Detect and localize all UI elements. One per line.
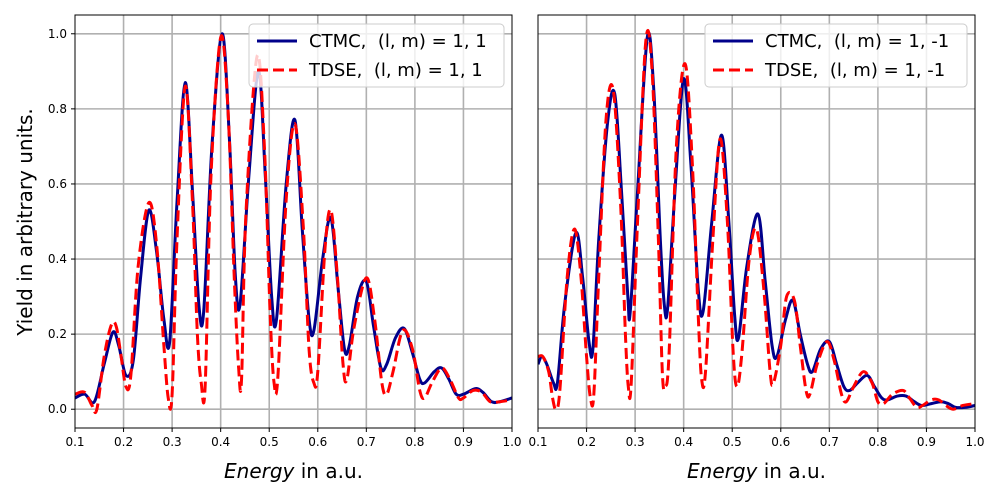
x-tick-label: 0.8 [868, 435, 887, 449]
right-panel: 0.1 0.2 0.3 0.4 0.5 0.6 0.7 0.8 0.9 1.0 Energy in… [528, 14, 985, 483]
right-x-axis-label: Energy in a.u. [687, 459, 826, 483]
x-tick-label: 0.7 [820, 435, 839, 449]
x-tick-label: 0.6 [308, 435, 327, 449]
x-tick-label: 0.4 [211, 435, 230, 449]
left-x-axis-label: Energy in a.u. [224, 459, 363, 483]
y-tick-label: 1.0 [48, 27, 67, 41]
x-tick-label: 0.2 [577, 435, 596, 449]
left-legend-box [248, 23, 505, 88]
legend-entry-ctmc: CTMC, (l, m) = 1, -1 [765, 31, 949, 52]
y-tick-label: 0.4 [48, 252, 67, 266]
left-legend: CTMC, (l, m) = 1, 1 TDSE, (l, m) = 1, 1 [248, 23, 505, 88]
x-tick-label: 0.9 [454, 435, 473, 449]
y-tick-label: 0.6 [48, 177, 67, 191]
y-tick-label: 0.0 [48, 402, 67, 416]
x-tick-label: 0.9 [917, 435, 936, 449]
x-tick-label: 0.2 [114, 435, 133, 449]
x-tick-label: 0.3 [163, 435, 182, 449]
x-tick-label: 0.3 [626, 435, 645, 449]
right-ticks: 0.1 0.2 0.3 0.4 0.5 0.6 0.7 0.8 0.9 1.0 [528, 428, 985, 449]
legend-entry-tdse: TDSE, (l, m) = 1, 1 [308, 60, 483, 81]
x-tick-label: 0.1 [528, 435, 547, 449]
left-panel: 0.1 0.2 0.3 0.4 0.5 0.6 0.7 0.8 0.9 1.0 0.0 0.2 0.4 0… [48, 14, 522, 483]
series-line-tdse [75, 34, 512, 414]
left-plot-area [75, 32, 512, 414]
x-tick-label: 0.5 [260, 435, 279, 449]
left-plot-frame [74, 14, 513, 429]
right-plot-area [538, 29, 975, 411]
y-tick-label: 0.8 [48, 102, 67, 116]
left-ticks: 0.1 0.2 0.3 0.4 0.5 0.6 0.7 0.8 0.9 1.0 0.0 0.2 0.4 0… [48, 27, 522, 449]
right-plot-frame [537, 14, 976, 429]
x-tick-label: 1.0 [965, 435, 984, 449]
x-tick-label: 0.7 [357, 435, 376, 449]
series-line-tdse [538, 29, 975, 411]
x-tick-label: 0.6 [771, 435, 790, 449]
right-legend: CTMC, (l, m) = 1, -1 TDSE, (l, m) = 1, -… [704, 23, 968, 88]
y-tick-label: 0.2 [48, 327, 67, 341]
legend-entry-tdse: TDSE, (l, m) = 1, -1 [764, 60, 945, 81]
x-tick-label: 0.8 [405, 435, 424, 449]
right-legend-box [704, 23, 968, 88]
x-tick-label: 0.1 [65, 435, 84, 449]
x-tick-label: 1.0 [502, 435, 521, 449]
x-tick-label: 0.5 [723, 435, 742, 449]
y-axis-label: Yield in arbitrary units. [13, 108, 37, 337]
x-tick-label: 0.4 [674, 435, 693, 449]
legend-entry-ctmc: CTMC, (l, m) = 1, 1 [309, 31, 487, 52]
